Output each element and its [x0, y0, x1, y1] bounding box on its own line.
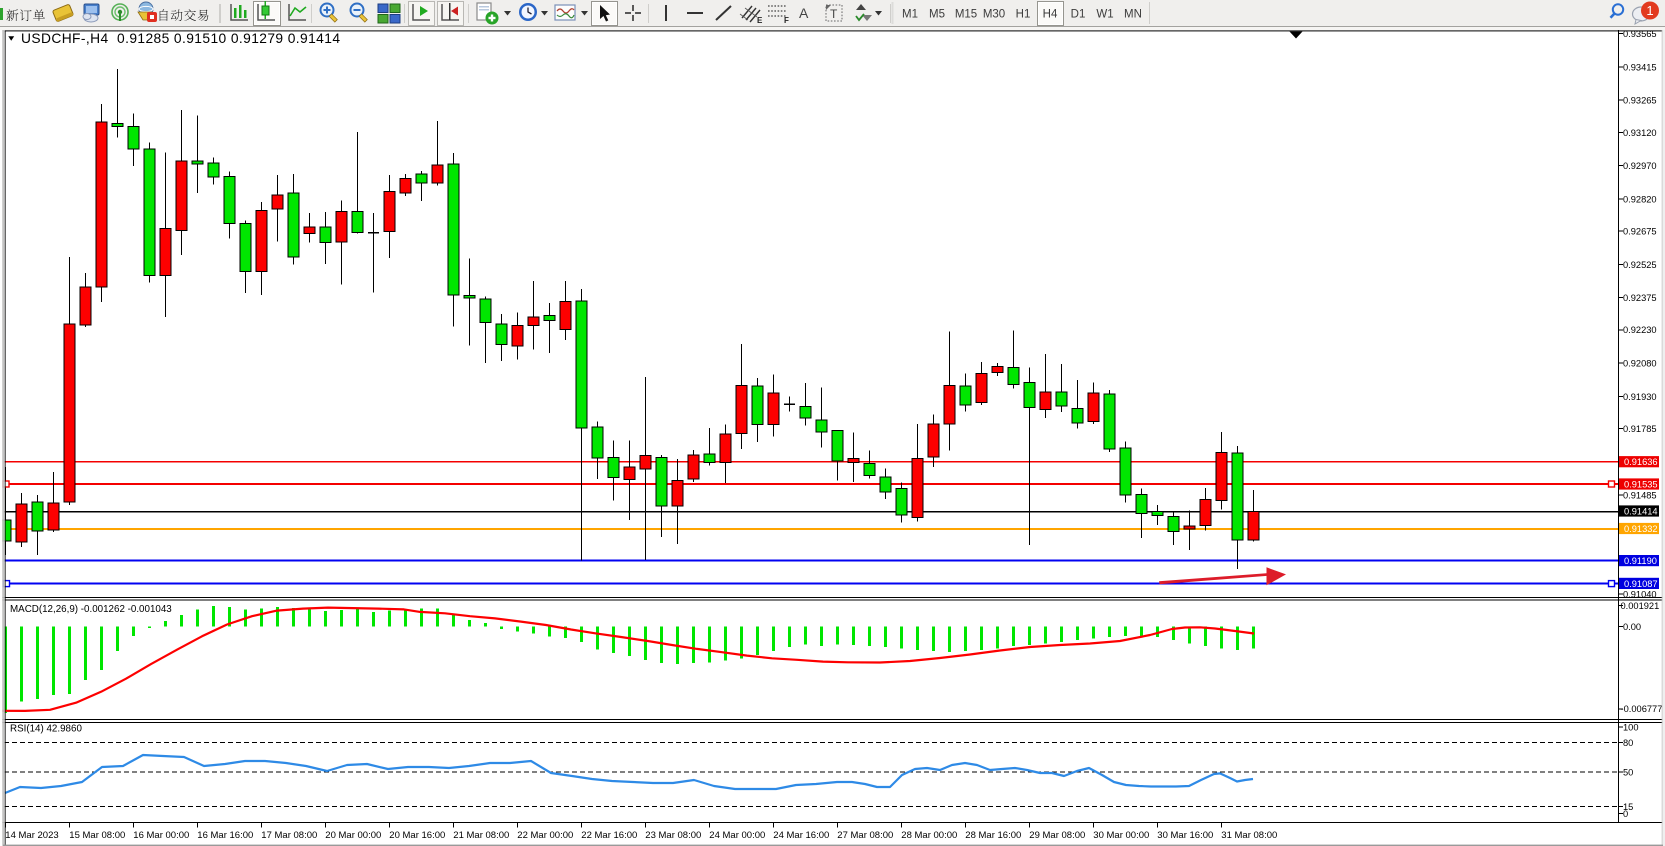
svg-text:0.92820: 0.92820 [1623, 194, 1657, 204]
svg-text:0.91535: 0.91535 [1624, 480, 1658, 490]
svg-text:0.92375: 0.92375 [1623, 293, 1657, 303]
svg-text:15 Mar 08:00: 15 Mar 08:00 [69, 830, 125, 841]
svg-text:30 Mar 16:00: 30 Mar 16:00 [1157, 830, 1213, 841]
svg-text:16 Mar 16:00: 16 Mar 16:00 [197, 830, 253, 841]
svg-text:22 Mar 00:00: 22 Mar 00:00 [517, 830, 573, 841]
svg-text:0.92675: 0.92675 [1623, 227, 1657, 237]
svg-text:80: 80 [1623, 738, 1633, 748]
svg-text:0.91087: 0.91087 [1624, 579, 1658, 589]
svg-text:M15: M15 [955, 9, 977, 21]
svg-text:M5: M5 [929, 9, 945, 21]
svg-text:0.93565: 0.93565 [1623, 29, 1657, 39]
svg-text:100: 100 [1623, 722, 1639, 732]
svg-text:0.00: 0.00 [1623, 622, 1641, 632]
svg-text:MACD(12,26,9) -0.001262 -0.001: MACD(12,26,9) -0.001262 -0.001043 [10, 604, 172, 615]
svg-text:-0.006777: -0.006777 [1621, 704, 1663, 714]
svg-text:20 Mar 00:00: 20 Mar 00:00 [325, 830, 381, 841]
svg-text:29 Mar 08:00: 29 Mar 08:00 [1029, 830, 1085, 841]
svg-text:T: T [830, 7, 838, 21]
svg-text:14 Mar 2023: 14 Mar 2023 [5, 830, 58, 841]
svg-text:0.92230: 0.92230 [1623, 325, 1657, 335]
svg-text:24 Mar 00:00: 24 Mar 00:00 [709, 830, 765, 841]
svg-text:30 Mar 00:00: 30 Mar 00:00 [1093, 830, 1149, 841]
svg-text:F: F [784, 16, 789, 25]
svg-text:0.92080: 0.92080 [1623, 359, 1657, 369]
svg-text:M30: M30 [983, 9, 1005, 21]
svg-text:0.91930: 0.91930 [1623, 392, 1657, 402]
svg-text:D1: D1 [1071, 9, 1086, 21]
svg-text:RSI(14) 42.9860: RSI(14) 42.9860 [10, 724, 82, 735]
svg-text:50: 50 [1623, 767, 1633, 777]
svg-text:20 Mar 16:00: 20 Mar 16:00 [389, 830, 445, 841]
svg-text:28 Mar 00:00: 28 Mar 00:00 [901, 830, 957, 841]
svg-text:MN: MN [1124, 9, 1142, 21]
svg-text:0: 0 [1623, 809, 1628, 819]
svg-text:15: 15 [1623, 802, 1633, 812]
svg-text:0.91636: 0.91636 [1624, 457, 1658, 467]
svg-text:27 Mar 08:00: 27 Mar 08:00 [837, 830, 893, 841]
svg-text:21 Mar 08:00: 21 Mar 08:00 [453, 830, 509, 841]
svg-text:H4: H4 [1043, 9, 1058, 21]
svg-text:M1: M1 [902, 9, 918, 21]
svg-text:28 Mar 16:00: 28 Mar 16:00 [965, 830, 1021, 841]
svg-text:0.91332: 0.91332 [1624, 524, 1658, 534]
svg-text:23 Mar 08:00: 23 Mar 08:00 [645, 830, 701, 841]
svg-text:0.91414: 0.91414 [1624, 507, 1658, 517]
svg-text:USDCHF-,H4 0.91285 0.91510 0.: USDCHF-,H4 0.91285 0.91510 0.91279 0.914… [21, 31, 340, 46]
svg-text:0.92525: 0.92525 [1623, 260, 1657, 270]
svg-text:0.93265: 0.93265 [1623, 96, 1657, 106]
svg-text:0.93120: 0.93120 [1623, 128, 1657, 138]
svg-text:A: A [799, 5, 809, 21]
svg-text:W1: W1 [1096, 9, 1113, 21]
svg-text:22 Mar 16:00: 22 Mar 16:00 [581, 830, 637, 841]
svg-text:0.001921: 0.001921 [1621, 601, 1660, 611]
svg-text:0.91785: 0.91785 [1623, 424, 1657, 434]
svg-text:16 Mar 00:00: 16 Mar 00:00 [133, 830, 189, 841]
svg-text:0.91040: 0.91040 [1623, 589, 1657, 599]
svg-text:0.93415: 0.93415 [1623, 62, 1657, 72]
svg-text:24 Mar 16:00: 24 Mar 16:00 [773, 830, 829, 841]
svg-text:H1: H1 [1016, 9, 1031, 21]
svg-text:1: 1 [1646, 3, 1653, 18]
svg-text:0.91485: 0.91485 [1623, 490, 1657, 500]
svg-text:E: E [757, 16, 763, 25]
svg-text:31 Mar 08:00: 31 Mar 08:00 [1221, 830, 1277, 841]
svg-text:0.92970: 0.92970 [1623, 161, 1657, 171]
svg-text:17 Mar 08:00: 17 Mar 08:00 [261, 830, 317, 841]
svg-text:0.91190: 0.91190 [1624, 556, 1657, 566]
